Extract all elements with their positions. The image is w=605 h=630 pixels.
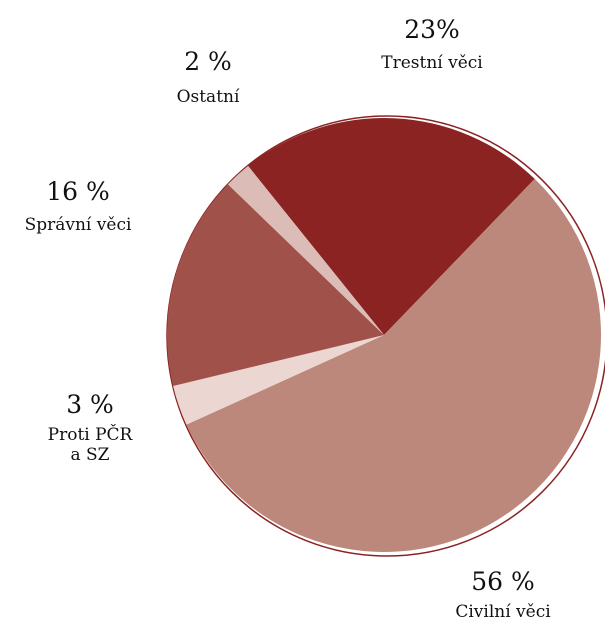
pie-slice — [186, 178, 602, 553]
pie-slice — [227, 165, 384, 335]
category-label: Ostatní — [176, 87, 240, 107]
pie-slice — [173, 335, 384, 425]
value-label: 2 % — [184, 47, 232, 76]
value-label: 16 % — [46, 177, 110, 206]
outline-ring — [166, 115, 605, 557]
category-label: Civilní věci — [455, 602, 551, 622]
value-label: 56 % — [471, 567, 535, 596]
value-label: 3 % — [66, 390, 114, 419]
pie-slice — [167, 184, 384, 387]
category-label: Proti PČR a SZ — [47, 425, 133, 465]
category-label: Správní věci — [24, 215, 132, 235]
category-label: Trestní věci — [381, 53, 483, 73]
pie-slice — [248, 118, 535, 335]
value-label: 23% — [404, 15, 460, 44]
